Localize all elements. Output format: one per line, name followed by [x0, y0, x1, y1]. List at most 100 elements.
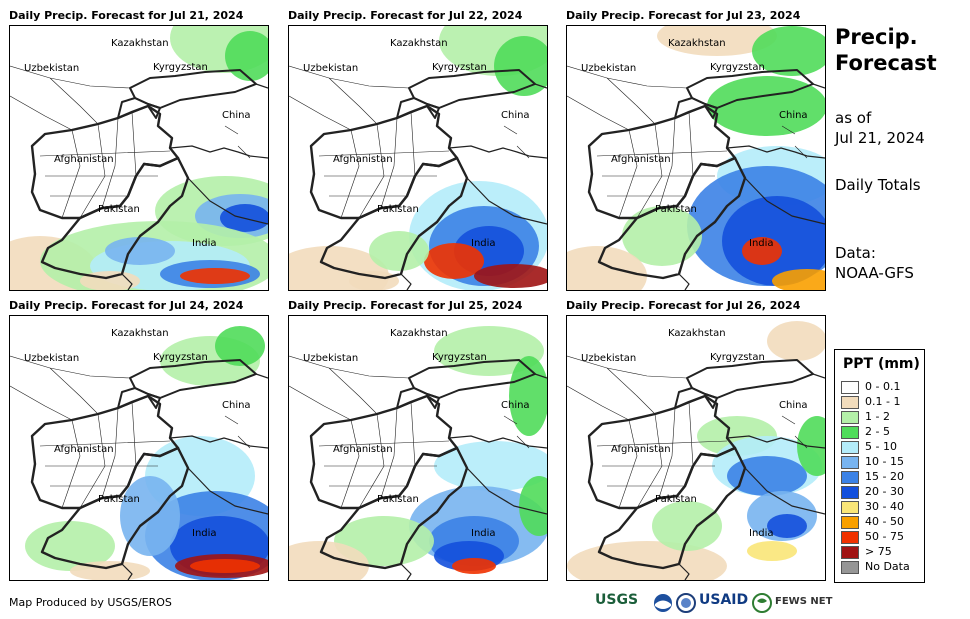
precip-area — [742, 237, 782, 265]
precip-area — [180, 268, 250, 284]
pakistan-border — [597, 156, 747, 280]
country-label-kazakhstan: Kazakhstan — [111, 328, 169, 339]
precip-area — [225, 31, 268, 81]
fews-net-logo: FEWS NET — [775, 596, 833, 607]
precip-area — [509, 356, 547, 436]
panel-title: Daily Precip. Forecast for Jul 25, 2024 — [288, 299, 523, 312]
precip-area — [707, 76, 825, 136]
tajikistan-border — [674, 97, 718, 119]
data-source-line2: NOAA-GFS — [835, 264, 914, 282]
legend-swatch — [841, 441, 859, 454]
india-border — [121, 177, 268, 290]
country-label-afghanistan: Afghanistan — [54, 154, 114, 165]
country-label-china: China — [779, 110, 808, 121]
precip-area — [434, 326, 544, 376]
data-source-line1: Data: — [835, 244, 876, 262]
country-label-pakistan: Pakistan — [377, 494, 419, 505]
china-border — [716, 83, 825, 159]
china-border — [159, 373, 268, 449]
tajikistan-border — [117, 97, 161, 119]
precip-map: Kazakhstan Uzbekistan Kyrgyzstan China Afgha… — [566, 315, 826, 581]
admin-boundaries — [567, 355, 808, 509]
country-label-uzbekistan: Uzbekistan — [581, 63, 636, 74]
precip-map: Kazakhstan Uzbekistan Kyrgyzstan China Afgha… — [288, 315, 548, 581]
country-label-china: China — [222, 110, 251, 121]
legend-label: 0 - 0.1 — [865, 380, 901, 393]
country-label-pakistan: Pakistan — [98, 204, 140, 215]
country-label-uzbekistan: Uzbekistan — [303, 63, 358, 74]
panel-title: Daily Precip. Forecast for Jul 26, 2024 — [566, 299, 801, 312]
india-border — [121, 467, 268, 580]
precip-area — [622, 206, 702, 266]
precip-map: Kazakhstan Uzbekistan Kyrgyzstan China Afgha… — [566, 25, 826, 291]
legend-label: No Data — [865, 560, 910, 573]
admin-boundaries — [10, 65, 251, 219]
pakistan-border — [319, 446, 469, 570]
precip-field — [567, 26, 825, 290]
precip-area — [752, 26, 825, 76]
country-label-uzbekistan: Uzbekistan — [581, 353, 636, 364]
legend: PPT (mm) 0 - 0.1 0.1 - 1 1 - 2 2 - 5 5 - 10 1… — [834, 349, 925, 583]
country-label-pakistan: Pakistan — [655, 204, 697, 215]
precip-area — [452, 558, 496, 574]
panel-title: Daily Precip. Forecast for Jul 23, 2024 — [566, 9, 801, 22]
country-label-afghanistan: Afghanistan — [54, 444, 114, 455]
legend-swatch — [841, 486, 859, 499]
legend-swatch — [841, 501, 859, 514]
daily-totals: Daily Totals — [835, 176, 921, 194]
china-border — [159, 83, 268, 159]
country-label-pakistan: Pakistan — [655, 494, 697, 505]
pakistan-border — [319, 156, 469, 280]
precip-area — [369, 231, 429, 271]
precip-area — [105, 237, 175, 265]
india-border — [400, 177, 547, 290]
country-label-kyrgyzstan: Kyrgyzstan — [153, 62, 208, 73]
precip-area — [727, 456, 807, 496]
pakistan-border — [40, 446, 190, 570]
noaa-icon — [654, 594, 672, 612]
precip-area — [657, 26, 777, 56]
tajikistan-border — [396, 97, 440, 119]
panel-title: Daily Precip. Forecast for Jul 22, 2024 — [288, 9, 523, 22]
legend-swatch — [841, 381, 859, 394]
fews-globe-icon — [752, 593, 772, 613]
legend-title: PPT (mm) — [843, 356, 920, 372]
country-label-kazakhstan: Kazakhstan — [390, 328, 448, 339]
precip-field — [289, 26, 547, 290]
country-label-kyrgyzstan: Kyrgyzstan — [710, 352, 765, 363]
country-label-uzbekistan: Uzbekistan — [303, 353, 358, 364]
tajikistan-border — [396, 387, 440, 409]
precip-area — [567, 246, 647, 290]
country-label-pakistan: Pakistan — [377, 204, 419, 215]
precip-map: Kazakhstan Uzbekistan Kyrgyzstan China Afgha… — [9, 315, 269, 581]
pakistan-border — [40, 156, 190, 280]
map-credit: Map Produced by USGS/EROS — [9, 596, 172, 609]
country-label-india: India — [471, 238, 496, 249]
data-source: Data: NOAA-GFS — [835, 243, 914, 283]
legend-swatch — [841, 471, 859, 484]
legend-label: 2 - 5 — [865, 425, 890, 438]
legend-label: 10 - 15 — [865, 455, 904, 468]
legend-label: 40 - 50 — [865, 515, 904, 528]
panel-title: Daily Precip. Forecast for Jul 21, 2024 — [9, 9, 244, 22]
precip-area — [424, 243, 484, 279]
precip-area — [215, 326, 265, 366]
as-of-line2: Jul 21, 2024 — [835, 129, 925, 147]
china-border — [438, 83, 547, 159]
precip-area — [494, 36, 547, 96]
as-of-date: as of Jul 21, 2024 — [835, 108, 925, 148]
precip-map: Kazakhstan Uzbekistan Kyrgyzstan China Afgha… — [288, 25, 548, 291]
legend-label: 15 - 20 — [865, 470, 904, 483]
legend-swatch — [841, 426, 859, 439]
precip-area — [289, 541, 369, 580]
precip-area — [747, 541, 797, 561]
india-border — [678, 467, 825, 580]
precip-field — [25, 326, 268, 580]
country-label-kyrgyzstan: Kyrgyzstan — [710, 62, 765, 73]
panel-title: Daily Precip. Forecast for Jul 24, 2024 — [9, 299, 244, 312]
country-label-kazakhstan: Kazakhstan — [668, 38, 726, 49]
usgs-logo: USGS — [595, 592, 639, 608]
country-label-pakistan: Pakistan — [98, 494, 140, 505]
legend-label: 5 - 10 — [865, 440, 897, 453]
india-border — [678, 177, 825, 290]
